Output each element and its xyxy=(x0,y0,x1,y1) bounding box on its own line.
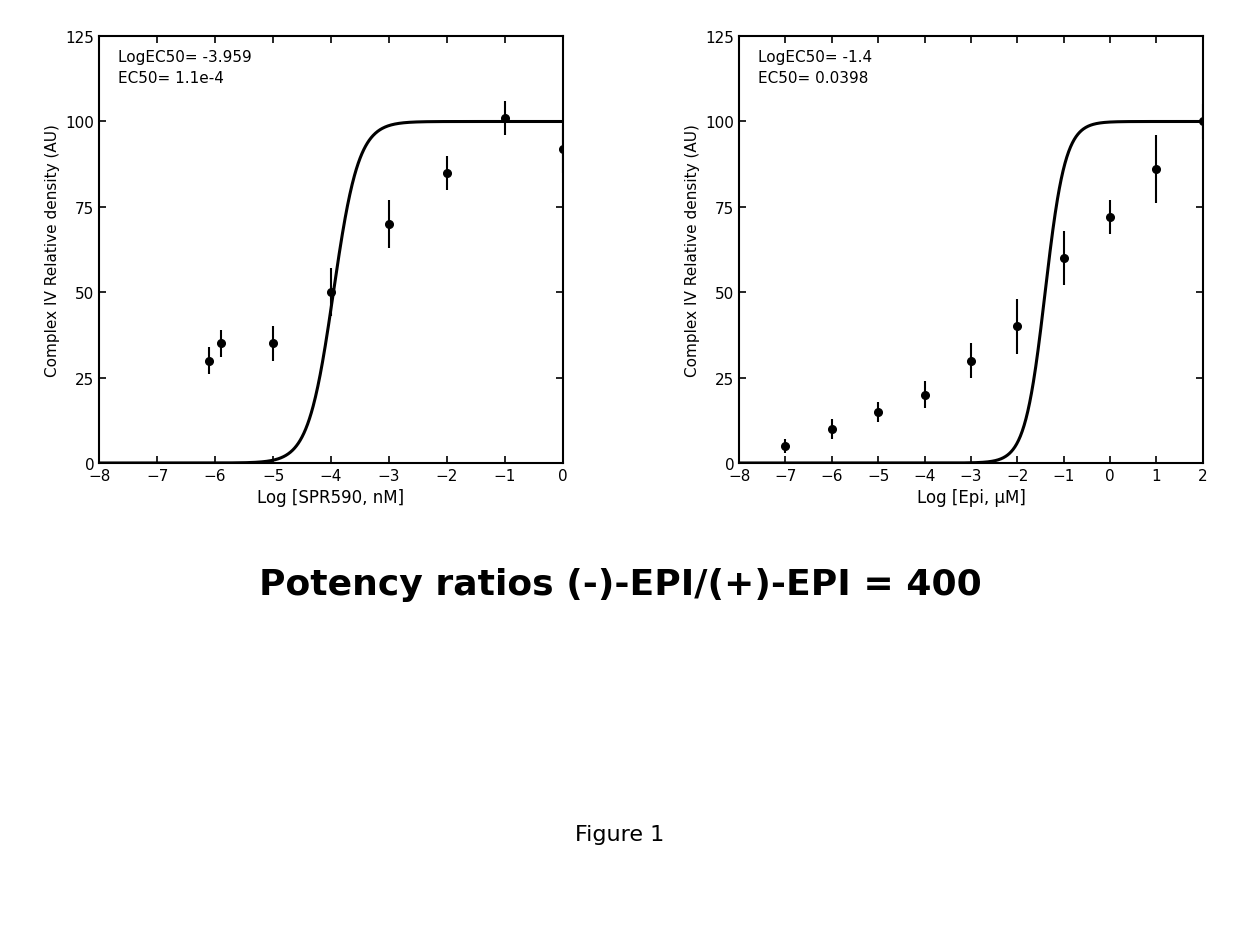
X-axis label: Log [SPR590, nM]: Log [SPR590, nM] xyxy=(258,489,404,507)
Y-axis label: Complex IV Relative density (AU): Complex IV Relative density (AU) xyxy=(684,124,699,376)
Y-axis label: Complex IV Relative density (AU): Complex IV Relative density (AU) xyxy=(45,124,60,376)
Text: Potency ratios (-)-EPI/(+)-EPI = 400: Potency ratios (-)-EPI/(+)-EPI = 400 xyxy=(259,567,981,601)
Text: LogEC50= -3.959
EC50= 1.1e-4: LogEC50= -3.959 EC50= 1.1e-4 xyxy=(118,50,252,86)
X-axis label: Log [Epi, μM]: Log [Epi, μM] xyxy=(916,489,1025,507)
Text: LogEC50= -1.4
EC50= 0.0398: LogEC50= -1.4 EC50= 0.0398 xyxy=(758,50,872,86)
Text: Figure 1: Figure 1 xyxy=(575,824,665,844)
